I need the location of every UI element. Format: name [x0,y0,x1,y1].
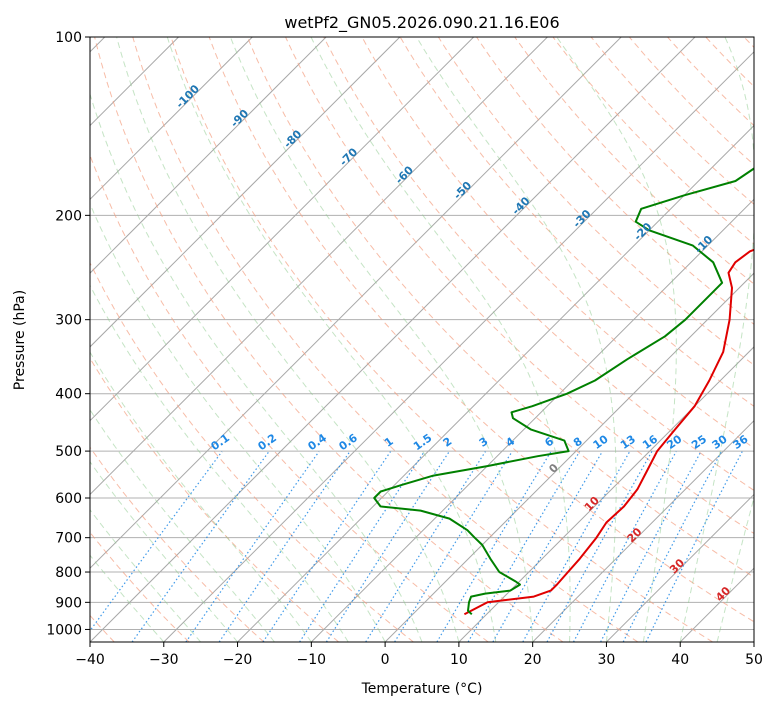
x-tick-label: 40 [671,652,689,668]
mixing-ratio-line [572,451,677,642]
isotherm-line [458,346,754,642]
mixing-ratio-line [436,451,552,642]
mixing-ratio-line [218,451,351,642]
mixing-ratio-line [325,451,450,642]
dry-adiabat-line [552,37,754,245]
moist-adiabat-line [90,508,202,642]
y-tick-label: 400 [55,387,82,403]
moist-adiabat-line [90,351,312,642]
dry-adiabat-line [399,37,754,407]
moist-adiabat-line [229,37,534,642]
isotherm-line [606,493,754,642]
profile-line-1 [373,167,754,616]
mixing-ratio-line [492,451,603,642]
reference-lines [90,37,754,642]
mixing-ratio-line [299,451,425,642]
moist-adiabat-line [90,460,238,642]
moist-adiabat-line [90,284,349,642]
moist-adiabat-line [679,37,754,642]
axes: −40 −30 −20 −10 0 10 20 30 40 50 100 200 300 400 500 60… [46,30,763,668]
x-tick-label: −40 [75,652,105,668]
x-tick-label: −30 [149,652,179,668]
isotherm-line [384,272,754,642]
dry-adiabat-line [90,261,414,642]
mixing-ratio-line [522,451,631,642]
dry-adiabat-line [247,37,754,578]
y-tick-label: 500 [55,444,82,460]
y-tick-label: 600 [55,491,82,507]
y-tick-label: 300 [55,313,82,329]
mixing-ratio-line [394,451,513,642]
profile-line-0 [463,248,754,616]
mixing-ratio-line [645,451,743,642]
dry-adiabat-line [90,446,265,642]
mixing-ratio-line [185,451,320,642]
y-tick-label: 200 [55,208,82,224]
y-tick-label: 100 [55,30,82,46]
y-axis-title: Pressure (hPa) [12,290,28,390]
moist-adiabat-line [416,37,617,642]
x-tick-label: 30 [598,652,616,668]
x-tick-label: 10 [450,652,468,668]
x-tick-label: −10 [297,652,327,668]
mixing-ratio-line [365,451,486,642]
x-tick-label: 50 [745,652,763,668]
isotherm-line [90,37,622,569]
moist-adiabat-line [90,92,423,642]
y-tick-label: 700 [55,531,82,547]
isotherm-line [90,37,548,496]
x-axis-title: Temperature (°C) [361,681,483,697]
dry-adiabat-line [132,37,639,642]
y-tick-label: 900 [55,595,82,611]
moist-adiabat-line [556,37,677,642]
x-tick-label: 0 [381,652,390,668]
isotherm-line [90,37,327,274]
x-tick-label: 20 [524,652,542,668]
moist-adiabat-line [166,37,497,642]
data-series [373,167,754,616]
isotherm-line [163,51,754,642]
isotherm-line [237,124,754,642]
dry-adiabat-line [514,37,754,285]
moist-adiabat-line [90,202,386,642]
isotherm-line [90,37,475,422]
mixing-ratio-line [546,451,653,642]
y-tick-label: 800 [55,565,82,581]
dry-adiabat-line [208,37,754,623]
isotherm-line [532,419,754,642]
isotherm-line [90,37,401,348]
moist-adiabat-line [90,408,275,642]
y-tick-label: 1000 [46,622,82,638]
dry-adiabat-line [438,37,754,366]
mixing-ratio-line [131,451,270,642]
mixing-ratio-line [90,451,223,632]
mixing-ratio-line [467,451,581,642]
isotherm-line [90,37,696,642]
dry-adiabat-line [361,37,754,449]
dry-adiabat-line [323,37,754,492]
x-tick-label: −20 [223,652,253,668]
dry-adiabat-line [94,37,564,642]
dry-adiabat-line [629,37,754,166]
chart-title: wetPf2_GN05.2026.090.21.16.E06 [284,13,559,33]
plot-frame [89,36,755,643]
moist-adiabat-line [716,495,754,642]
moist-adiabat-line [116,37,460,642]
